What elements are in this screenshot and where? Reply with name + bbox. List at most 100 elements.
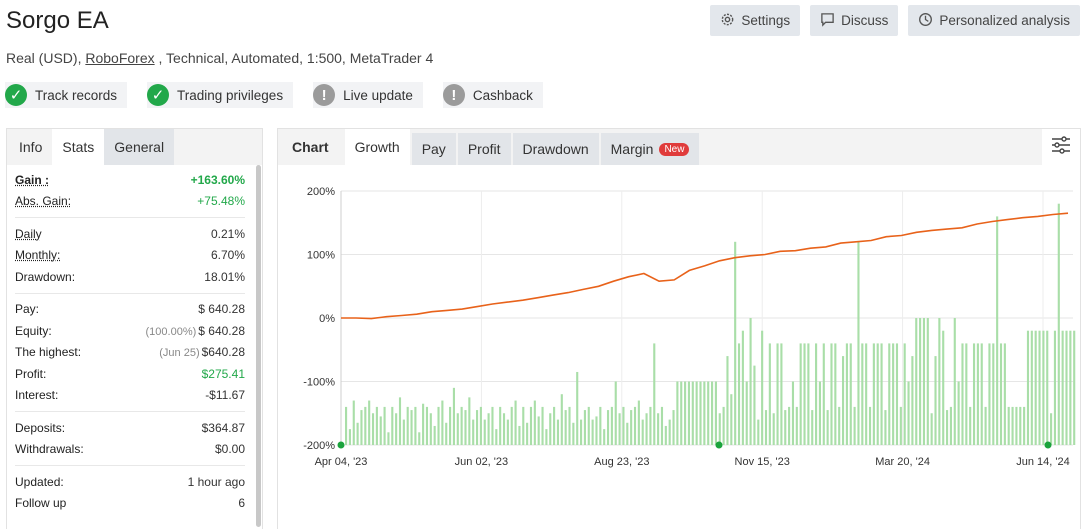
growth-bar: [849, 343, 852, 445]
growth-bar: [907, 381, 910, 445]
page-title: Sorgo EA: [6, 7, 109, 34]
growth-bar: [595, 416, 598, 445]
tab-chart[interactable]: Chart: [278, 129, 343, 165]
growth-bar: [772, 413, 775, 445]
discuss-button[interactable]: Discuss: [810, 5, 899, 36]
sliders-icon: [1050, 134, 1072, 161]
growth-bar: [1057, 203, 1060, 445]
tab-margin-label: Margin: [610, 141, 654, 157]
badge-cashback: ! Cashback: [442, 82, 543, 108]
stats-scrollbar[interactable]: [256, 165, 261, 527]
growth-bar: [922, 318, 926, 445]
growth-bar: [892, 343, 895, 445]
growth-bar: [433, 425, 436, 445]
divider: [15, 292, 245, 294]
growth-bar: [356, 422, 359, 445]
stat-label[interactable]: Monthly:: [15, 248, 61, 263]
growth-chart[interactable]: 200% 100% 0% -100% -200% Apr 04, '23 Jun 02, …: [278, 165, 1080, 505]
growth-bar: [899, 406, 902, 445]
growth-bar: [541, 406, 544, 445]
growth-bar: [583, 410, 586, 445]
growth-bar: [996, 216, 999, 445]
stats-tabs: Info Stats General: [7, 129, 262, 165]
badge-track-records: ✓ Track records: [5, 82, 128, 108]
tab-pay[interactable]: Pay: [411, 133, 456, 165]
stats-panel: Info Stats General Gain : +163.60% Abs. …: [6, 128, 263, 529]
growth-bar: [949, 406, 952, 445]
growth-bar: [895, 343, 899, 445]
stat-value: 6.70%: [210, 248, 245, 263]
tab-stats[interactable]: Stats: [52, 129, 105, 165]
chart-settings-button[interactable]: [1042, 129, 1080, 165]
growth-bar: [622, 406, 625, 445]
growth-bar: [830, 343, 833, 445]
growth-bar: [649, 406, 652, 445]
growth-bar: [518, 425, 521, 445]
chart-grid: [340, 190, 1073, 446]
gear-icon: [720, 12, 735, 30]
chat-icon: [820, 12, 835, 30]
growth-bar: [857, 241, 860, 445]
stat-value: 0.21%: [210, 226, 245, 241]
status-badges: ✓ Track records ✓ Trading privileges ! L…: [5, 82, 543, 108]
stat-value-group: (Jun 25) $640.28: [159, 345, 245, 359]
stat-profit: Profit: $275.41: [15, 363, 245, 385]
event-marker[interactable]: [337, 441, 345, 449]
growth-bar: [761, 330, 764, 445]
growth-bar: [368, 400, 371, 445]
growth-bar: [1003, 343, 1006, 445]
growth-bar: [587, 406, 590, 445]
x-tick-label: Nov 15, '23: [735, 456, 790, 468]
growth-bar: [591, 419, 594, 445]
growth-bar: [664, 425, 667, 445]
growth-bar: [1046, 330, 1049, 445]
personalized-analysis-button[interactable]: Personalized analysis: [908, 5, 1080, 36]
growth-bar: [657, 413, 660, 445]
tab-margin[interactable]: Margin New: [600, 133, 700, 165]
growth-bar: [695, 381, 698, 445]
growth-bar: [799, 343, 802, 445]
tab-drawdown[interactable]: Drawdown: [512, 133, 599, 165]
tab-general[interactable]: General: [104, 129, 175, 165]
stat-label[interactable]: Gain :: [15, 172, 50, 187]
tab-info[interactable]: Info: [19, 139, 43, 155]
event-marker[interactable]: [1044, 441, 1052, 449]
growth-bar: [445, 422, 448, 445]
growth-bar: [826, 410, 829, 445]
event-marker[interactable]: [715, 441, 723, 449]
badge-label: Cashback: [472, 87, 533, 103]
tab-growth[interactable]: Growth: [344, 129, 410, 165]
growth-bar: [868, 406, 872, 445]
growth-bar: [560, 394, 563, 445]
growth-bar: [510, 406, 513, 445]
growth-bar: [1034, 330, 1037, 445]
growth-bar: [876, 343, 879, 445]
stat-label: Updated:: [15, 474, 64, 489]
growth-bar: [822, 343, 825, 445]
stat-withdrawals: Withdrawals: $0.00: [15, 439, 245, 461]
growth-bar: [672, 410, 675, 445]
growth-bar: [614, 381, 617, 445]
growth-bar: [853, 406, 856, 445]
settings-button[interactable]: Settings: [710, 5, 801, 36]
growth-bar: [425, 406, 429, 445]
growth-bar: [1007, 406, 1010, 445]
growth-bar: [383, 406, 386, 445]
growth-bar: [414, 406, 417, 445]
growth-bar: [726, 356, 729, 445]
growth-bar: [1011, 406, 1014, 445]
growth-bar: [749, 318, 752, 445]
growth-bar: [348, 429, 351, 445]
stat-label[interactable]: Daily: [15, 226, 42, 241]
growth-bar: [707, 381, 710, 445]
broker-link[interactable]: RoboForex: [85, 50, 155, 66]
stat-label: Drawdown:: [15, 269, 76, 284]
growth-bar: [699, 381, 702, 445]
growth-bar: [865, 343, 868, 445]
stat-label[interactable]: Abs. Gain:: [15, 194, 72, 209]
growth-bar: [1015, 406, 1018, 445]
tab-profit[interactable]: Profit: [457, 133, 511, 165]
stat-deposits: Deposits: $364.87: [15, 417, 245, 439]
stat-daily: Daily 0.21%: [15, 223, 245, 245]
growth-bar: [352, 400, 355, 445]
